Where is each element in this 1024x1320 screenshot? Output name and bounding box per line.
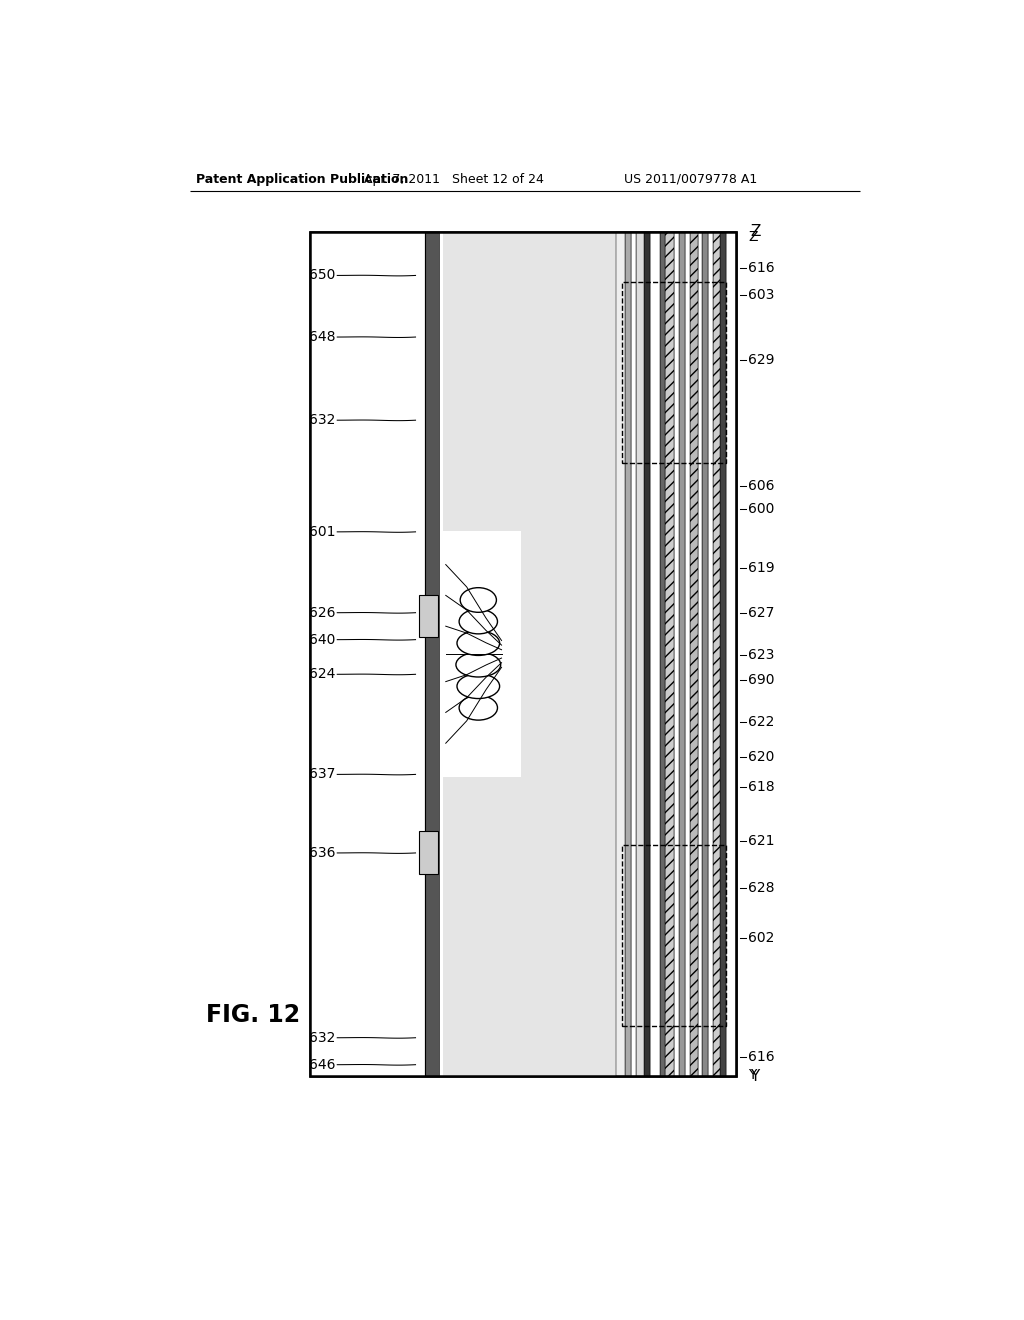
Bar [690, 231, 697, 1076]
Bar [419, 832, 438, 874]
Text: 616: 616 [748, 1049, 774, 1064]
Bar [631, 231, 636, 1076]
Ellipse shape [456, 652, 501, 677]
Text: 690: 690 [748, 673, 774, 686]
Bar [636, 231, 644, 1076]
Text: 620: 620 [748, 750, 774, 764]
Bar [726, 231, 736, 1076]
Ellipse shape [459, 696, 498, 721]
Text: 624: 624 [309, 668, 336, 681]
Text: 616: 616 [748, 261, 774, 275]
Bar [310, 231, 736, 1076]
Text: Apr. 7, 2011   Sheet 12 of 24: Apr. 7, 2011 Sheet 12 of 24 [364, 173, 544, 186]
Bar [644, 231, 649, 1076]
Bar [622, 845, 726, 1026]
Text: 623: 623 [748, 648, 774, 663]
Bar [702, 231, 709, 1076]
Ellipse shape [457, 631, 500, 656]
Text: 603: 603 [748, 288, 774, 302]
Text: 648: 648 [309, 330, 336, 345]
Ellipse shape [459, 610, 498, 634]
Ellipse shape [457, 675, 500, 698]
Text: 619: 619 [748, 561, 774, 576]
Ellipse shape [460, 587, 497, 612]
Bar [709, 231, 713, 1076]
Text: 621: 621 [748, 834, 774, 849]
Bar [625, 231, 631, 1076]
Text: 626: 626 [309, 606, 336, 619]
Bar [419, 595, 438, 638]
Text: 646: 646 [309, 1057, 336, 1072]
Bar [685, 231, 690, 1076]
Bar [425, 231, 440, 1076]
Text: US 2011/0079778 A1: US 2011/0079778 A1 [624, 173, 758, 186]
Text: 636: 636 [309, 846, 336, 859]
Text: Y: Y [748, 1068, 757, 1081]
Bar [443, 531, 521, 777]
Bar [665, 231, 675, 1076]
Bar [310, 231, 736, 1076]
Text: 650: 650 [309, 268, 336, 282]
Text: 632: 632 [309, 1031, 336, 1044]
Text: Y: Y [751, 1069, 760, 1084]
Bar [443, 231, 616, 1076]
Text: 629: 629 [748, 354, 774, 367]
Bar [440, 231, 443, 1076]
Bar [616, 231, 625, 1076]
Text: Z: Z [751, 224, 761, 239]
Text: FIG. 12: FIG. 12 [206, 1003, 300, 1027]
Bar [713, 231, 720, 1076]
Text: 618: 618 [748, 780, 774, 795]
Text: 601: 601 [309, 525, 336, 539]
Text: 606: 606 [748, 479, 774, 492]
Text: 637: 637 [309, 767, 336, 781]
Text: 632: 632 [309, 413, 336, 428]
Bar [649, 231, 659, 1076]
Text: 640: 640 [309, 632, 336, 647]
Text: Patent Application Publication: Patent Application Publication [197, 173, 409, 186]
Bar [697, 231, 702, 1076]
Text: 622: 622 [748, 715, 774, 729]
Text: 628: 628 [748, 880, 774, 895]
Bar [679, 231, 685, 1076]
Bar [720, 231, 726, 1076]
Bar [622, 281, 726, 462]
Bar [659, 231, 665, 1076]
Text: 600: 600 [748, 502, 774, 516]
Bar [310, 231, 425, 1076]
Text: 602: 602 [748, 931, 774, 945]
Bar [675, 231, 679, 1076]
Text: 627: 627 [748, 606, 774, 619]
Text: Z: Z [748, 230, 758, 244]
